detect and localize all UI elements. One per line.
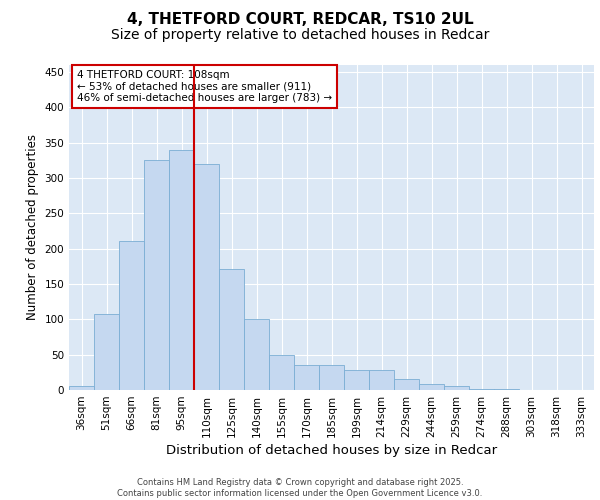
Y-axis label: Number of detached properties: Number of detached properties xyxy=(26,134,39,320)
Bar xyxy=(94,314,119,390)
Text: 4, THETFORD COURT, REDCAR, TS10 2UL: 4, THETFORD COURT, REDCAR, TS10 2UL xyxy=(127,12,473,28)
Bar xyxy=(269,354,294,390)
Bar xyxy=(369,370,394,390)
Text: 4 THETFORD COURT: 108sqm
← 53% of detached houses are smaller (911)
46% of semi-: 4 THETFORD COURT: 108sqm ← 53% of detach… xyxy=(77,70,332,103)
Bar xyxy=(69,386,94,390)
Bar xyxy=(344,370,369,390)
Bar xyxy=(294,366,319,390)
X-axis label: Distribution of detached houses by size in Redcar: Distribution of detached houses by size … xyxy=(166,444,497,457)
Bar xyxy=(169,150,194,390)
Bar xyxy=(144,160,169,390)
Bar xyxy=(119,241,144,390)
Bar xyxy=(394,380,419,390)
Bar xyxy=(419,384,444,390)
Bar xyxy=(444,386,469,390)
Text: Size of property relative to detached houses in Redcar: Size of property relative to detached ho… xyxy=(111,28,489,42)
Bar xyxy=(244,320,269,390)
Bar xyxy=(319,366,344,390)
Bar xyxy=(219,269,244,390)
Bar xyxy=(194,164,219,390)
Text: Contains HM Land Registry data © Crown copyright and database right 2025.
Contai: Contains HM Land Registry data © Crown c… xyxy=(118,478,482,498)
